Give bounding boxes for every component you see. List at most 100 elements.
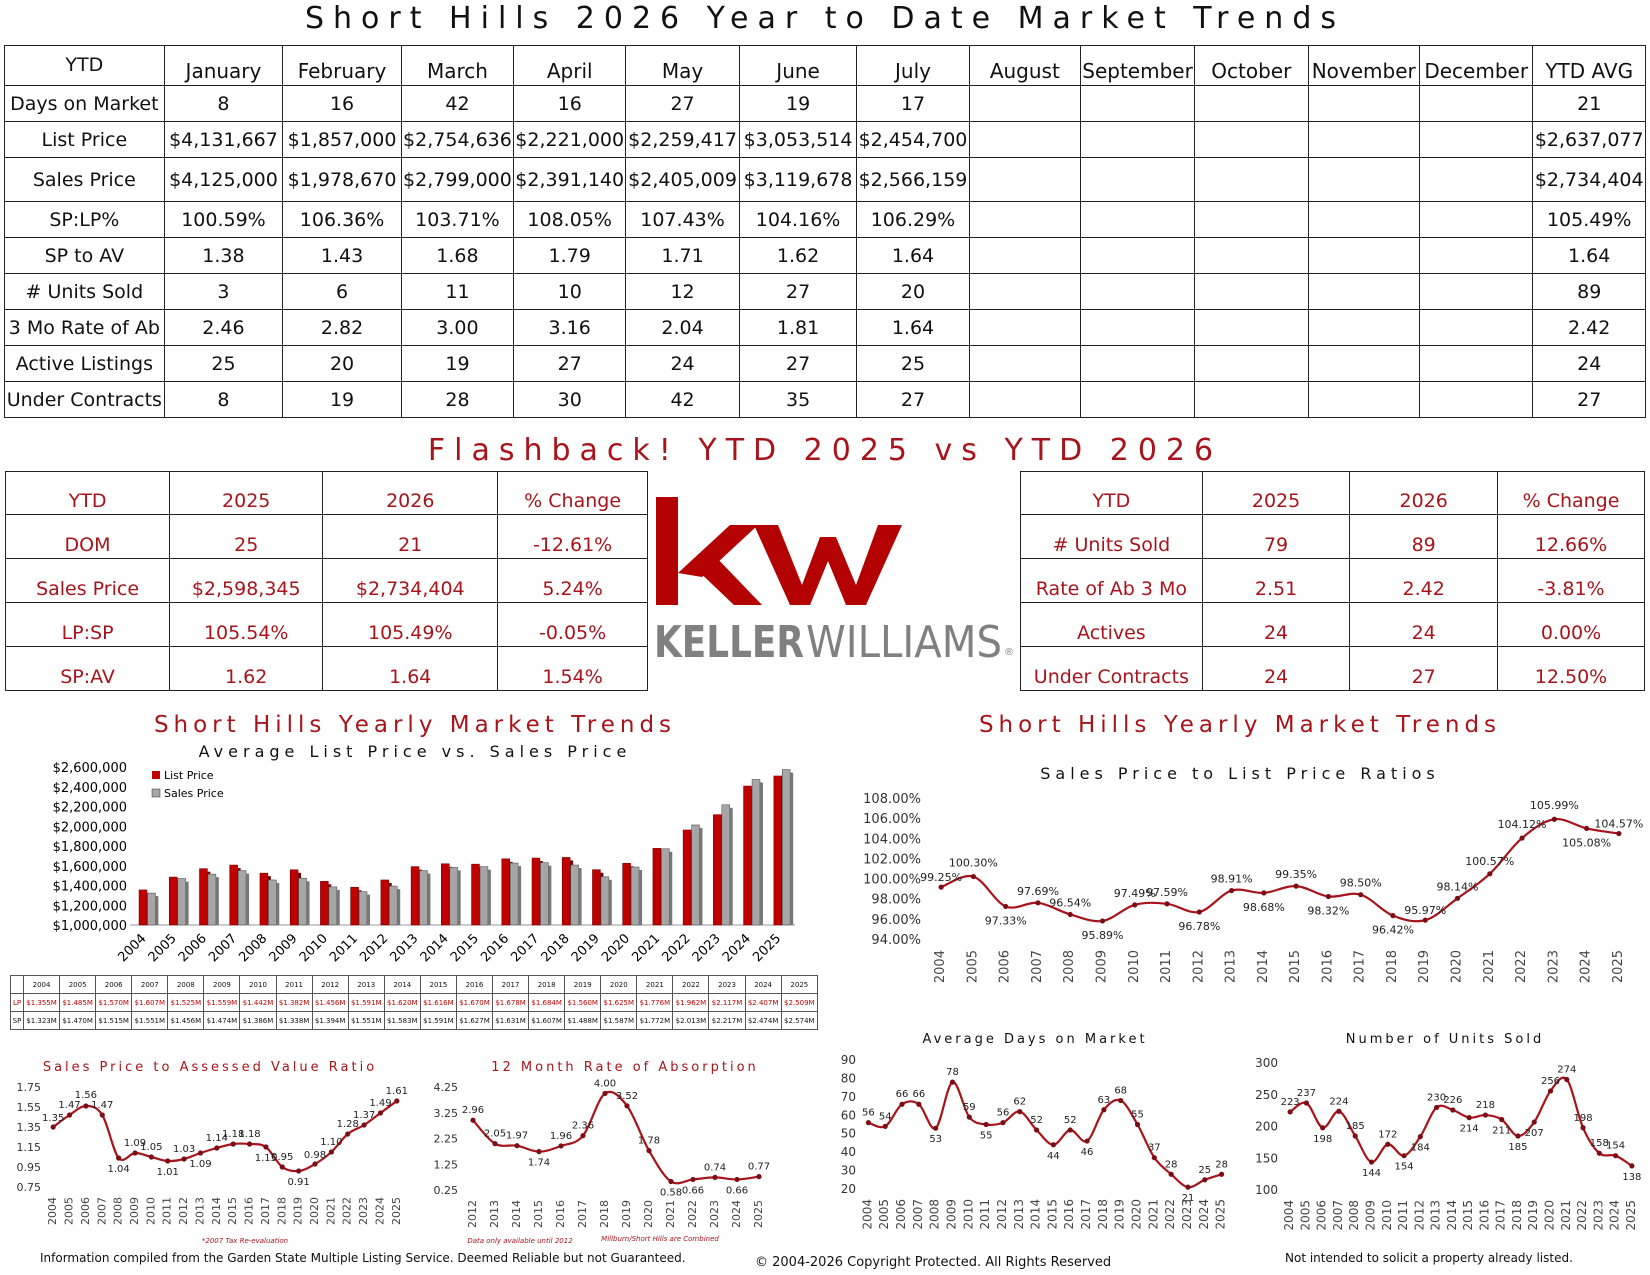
- y-tick-label: 102.00%: [863, 852, 921, 867]
- x-tick-label: 2022: [1514, 950, 1529, 983]
- bar-shadow: [366, 894, 370, 925]
- data-label: 105.99%: [1530, 799, 1579, 812]
- bar-shadow: [790, 772, 794, 925]
- ytd-cell: [1307, 121, 1420, 158]
- data-point: [1385, 1141, 1391, 1147]
- bar-shadow: [155, 896, 159, 925]
- data-label: 52: [1064, 1115, 1077, 1126]
- price-table-row: SP $1.323M $1.470M $1.515M $1.551M $1.456M $1.…: [10, 1011, 819, 1030]
- ytd-cell: 20: [856, 273, 970, 310]
- x-tick-label: 2023: [1546, 950, 1561, 983]
- data-point: [1218, 1171, 1225, 1177]
- y-tick-label: $1,600,000: [53, 860, 127, 875]
- data-label: 98.14%: [1437, 880, 1479, 893]
- y-tick-label: 40: [841, 1145, 856, 1159]
- data-point: [1596, 1150, 1602, 1156]
- series-line: [868, 1081, 1222, 1189]
- x-tick-label: 2012: [995, 1199, 1009, 1230]
- ytd-cell: $2,391,140: [513, 157, 627, 202]
- x-tick-label: 2017: [1079, 1199, 1093, 1230]
- data-label: 100.57%: [1465, 855, 1514, 868]
- data-label: 1.18: [238, 1129, 260, 1140]
- data-label: 1.49: [369, 1098, 391, 1109]
- data-point: [1067, 911, 1073, 918]
- data-point: [1132, 902, 1138, 908]
- bar-sales-price: [268, 879, 277, 926]
- data-point: [756, 1174, 762, 1180]
- x-tick-label: 2021: [1559, 1200, 1573, 1231]
- compare-cell: $2,734,404: [322, 558, 499, 603]
- ytd-cell: 21: [1532, 85, 1646, 122]
- data-point: [983, 1121, 989, 1128]
- data-label: 214: [1460, 1124, 1479, 1135]
- y-tick-label: 300: [1255, 1056, 1278, 1070]
- x-tick-label: 2004: [860, 1199, 874, 1230]
- y-tick-label: 1.75: [17, 1081, 42, 1094]
- month-header: January: [163, 45, 284, 86]
- data-label: 63: [1097, 1095, 1110, 1106]
- compare-header: 2026: [1349, 471, 1498, 515]
- data-point: [1033, 1127, 1040, 1133]
- x-tick-label: 2005: [1298, 1200, 1312, 1231]
- price-table-cell: $1.474M: [203, 1011, 241, 1030]
- x-tick-label: 2019: [292, 1197, 305, 1225]
- data-point: [1228, 887, 1235, 894]
- sp-av-chart-title: Sales Price to Assessed Value Ratio: [42, 1060, 378, 1075]
- x-tick-label: 2012: [1412, 1200, 1426, 1231]
- y-tick-label: $1,800,000: [53, 840, 127, 855]
- price-table-cell: $1.394M: [311, 1011, 349, 1030]
- ytd-cell: 27: [738, 273, 858, 310]
- data-label: 1.61: [386, 1086, 408, 1097]
- ytd-cell: [1307, 201, 1420, 238]
- x-tick-label: 2024: [1579, 950, 1594, 983]
- x-tick-label: 2024: [1197, 1199, 1211, 1230]
- x-tick-label: 2014: [210, 1197, 223, 1225]
- ytd-cell: 12: [625, 273, 740, 310]
- data-point: [1287, 1109, 1293, 1115]
- data-point: [116, 1155, 122, 1161]
- x-tick-label: 2013: [488, 1200, 501, 1228]
- ytd-cell: $1,978,670: [282, 157, 402, 202]
- bar-shadow: [487, 869, 491, 925]
- month-header: June: [738, 45, 858, 86]
- data-label: 144: [1362, 1168, 1381, 1179]
- row-label: Sales Price: [4, 157, 165, 202]
- ytd-cell: $2,734,404: [1532, 157, 1646, 202]
- sp-lp-ratio-line-chart: 94.00% 96.00% 98.00% 100.00% 102.00% 104.00% 1…: [863, 792, 1643, 983]
- data-point: [1118, 1097, 1124, 1104]
- data-label: 0.77: [748, 1162, 770, 1173]
- x-tick-label: 2018: [1510, 1200, 1524, 1231]
- data-point: [1499, 1116, 1505, 1123]
- price-table-cell: $2.474M: [744, 1011, 782, 1030]
- y-tick-label: 106.00%: [863, 812, 921, 827]
- data-label: 185: [1346, 1121, 1365, 1132]
- price-table-cell: 2025: [780, 975, 819, 994]
- x-tick-label: 2021: [629, 931, 663, 965]
- data-label: 66: [896, 1089, 909, 1100]
- data-label: 0.66: [726, 1185, 748, 1196]
- x-tick-label: 2015: [448, 931, 482, 965]
- price-table-row: LP $1.355M $1.485M $1.570M $1.607M $1.525M $1.…: [10, 993, 819, 1012]
- x-tick-label: 2018: [598, 1200, 611, 1228]
- sp-av-line-chart: 0.750.951.151.351.551.751.3520041.472005…: [17, 1081, 408, 1245]
- data-point: [882, 1123, 888, 1129]
- x-tick-label: 2014: [1029, 1199, 1043, 1230]
- data-label: 52: [1030, 1115, 1043, 1126]
- price-table-cell: 2012: [311, 975, 349, 994]
- month-header: December: [1418, 45, 1534, 86]
- price-table-cell: $1.382M: [275, 993, 313, 1012]
- data-label: 55: [980, 1131, 993, 1142]
- compare-header-row: YTD 2025 2026% Change: [1020, 471, 1645, 515]
- data-point: [1482, 1112, 1489, 1118]
- series-line: [52, 1100, 398, 1173]
- data-label: 1.74: [528, 1158, 550, 1169]
- x-tick-label: 2005: [63, 1197, 76, 1225]
- ytd-cell: 100.59%: [163, 201, 284, 238]
- x-tick-label: 2014: [510, 1200, 523, 1228]
- data-point: [246, 1141, 253, 1147]
- kw-logo-mark: KELLER WILLIAMS ®: [654, 497, 1014, 668]
- data-point: [345, 1131, 351, 1137]
- x-tick-label: 2009: [1095, 950, 1110, 983]
- ytd-row: List Price $4,131,667 $1,857,000 $2,754,636…: [4, 121, 1646, 158]
- x-tick-label: 2016: [1062, 1199, 1076, 1230]
